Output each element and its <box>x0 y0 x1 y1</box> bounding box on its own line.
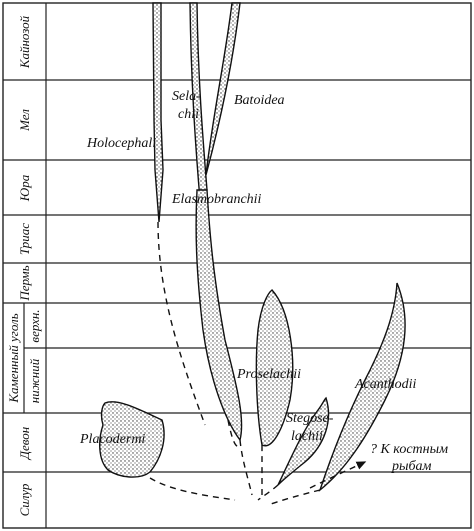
taxon-label: lachii <box>291 429 323 444</box>
period: Девон <box>17 427 32 461</box>
taxon-label: Stegose- <box>286 411 334 426</box>
period-labels: Кайнозой Мел Юра Триас Пермь Каменный уг… <box>6 15 42 516</box>
taxon-label: Holocephali <box>86 136 156 151</box>
period: Триас <box>17 223 32 255</box>
taxon-labels: Sela- chii Batoidea Holocephali Elasmobr… <box>79 89 448 474</box>
taxon-label: chii <box>178 107 199 122</box>
taxon-label: Proselachii <box>236 367 301 382</box>
period: Кайнозой <box>17 15 32 69</box>
taxon-label: Batoidea <box>234 93 285 108</box>
taxon-label: Sela- <box>172 89 201 104</box>
period: Мел <box>17 109 32 132</box>
period: Силур <box>17 483 32 516</box>
subperiod: верхн. <box>27 309 42 342</box>
lineages <box>99 2 406 506</box>
taxon-label: рыбам <box>391 459 432 474</box>
taxon-label: Acanthodii <box>354 377 417 392</box>
taxon-label: ? К костным <box>370 442 448 457</box>
taxon-label: Elasmobranchii <box>171 192 262 207</box>
taxon-label: Placodermi <box>79 432 145 447</box>
period: Пермь <box>17 265 32 301</box>
subperiod: нижний <box>27 358 42 403</box>
period: Юра <box>17 174 32 202</box>
period: Каменный уголь <box>6 313 21 403</box>
